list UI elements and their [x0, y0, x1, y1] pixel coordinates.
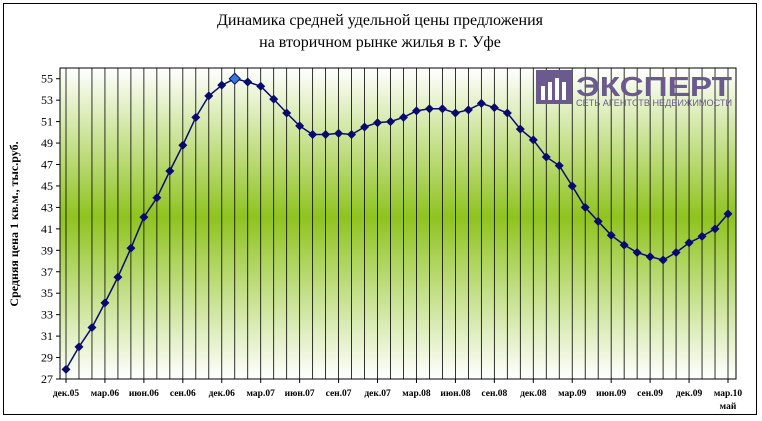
logo-name: ЭКСПЕРТ: [576, 71, 732, 102]
data-point: [541, 152, 551, 162]
y-tick-label: 47: [41, 158, 53, 172]
data-point: [360, 122, 370, 132]
x-tick-label: дек.08: [520, 389, 547, 399]
chart-title-line-2: на вторичном рынке жилья в г. Уфе: [259, 34, 501, 51]
y-tick-label: 33: [41, 308, 53, 322]
data-point: [619, 240, 629, 250]
data-point: [398, 112, 408, 122]
data-point: [308, 129, 318, 139]
data-point: [269, 94, 279, 104]
data-point: [347, 129, 357, 139]
data-point: [178, 140, 188, 150]
data-point: [580, 202, 590, 212]
data-point: [256, 81, 266, 91]
data-point: [126, 243, 136, 253]
logo-tagline: СЕТЬ АГЕНТСТВ НЕДВИЖИМОСТИ: [576, 98, 732, 109]
data-point: [100, 298, 110, 308]
expert-logo: ЭКСПЕРТ СЕТЬ АГЕНТСТВ НЕДВИЖИМОСТИ: [536, 70, 732, 109]
y-tick-label: 37: [41, 265, 53, 279]
x-tick-label: мар.08: [402, 389, 431, 399]
data-point: [450, 108, 460, 118]
x-tick-label-second-line: май: [720, 401, 737, 412]
data-point: [567, 181, 577, 191]
data-point: [334, 128, 344, 138]
data-point: [554, 161, 564, 171]
x-axis-ticks: дек.05 мар.06 июн.06 сен.06 дек.06 мар.07 июн.…: [53, 379, 743, 412]
data-point: [593, 216, 603, 226]
y-tick-label: 51: [41, 115, 53, 129]
data-point: [489, 103, 499, 113]
data-point: [373, 118, 383, 128]
x-tick-label: июн.09: [596, 389, 626, 399]
data-point: [87, 323, 97, 333]
x-tick-label: дек.07: [364, 389, 391, 399]
x-tick-label: июн.08: [440, 389, 470, 399]
data-point: [645, 252, 655, 262]
data-point: [710, 224, 720, 234]
y-tick-label: 53: [41, 93, 53, 107]
y-tick-label: 45: [41, 179, 53, 193]
x-tick-label: дек.09: [676, 389, 703, 399]
x-tick-label: сен.06: [170, 389, 196, 399]
data-point: [243, 77, 253, 87]
series-line: [65, 77, 729, 370]
x-tick-label: сен.07: [326, 389, 352, 399]
data-point: [204, 91, 214, 101]
y-tick-label: 49: [41, 136, 53, 150]
x-tick-label: дек.05: [53, 389, 80, 399]
data-point: [723, 209, 733, 219]
data-point: [697, 231, 707, 241]
data-point-highlighted: [228, 72, 241, 85]
data-point: [528, 135, 538, 145]
data-point: [502, 108, 512, 118]
data-point: [386, 117, 396, 127]
plot-area: [59, 67, 737, 380]
data-point: [658, 255, 668, 265]
y-tick-label: 29: [41, 351, 53, 365]
data-point: [191, 112, 201, 122]
chart-title-line-1: Динамика средней удельной цены предложен…: [217, 12, 544, 29]
y-tick-label: 31: [41, 329, 53, 343]
data-point: [282, 108, 292, 118]
data-point: [463, 105, 473, 115]
x-tick-label: мар.07: [247, 389, 276, 399]
data-point: [437, 104, 447, 114]
data-point: [606, 230, 616, 240]
data-point: [632, 247, 642, 257]
x-tick-label: июн.06: [129, 389, 159, 399]
y-tick-label: 43: [41, 200, 53, 214]
x-tick-label: июн.07: [285, 389, 315, 399]
x-tick-label: мар.06: [91, 389, 120, 399]
y-tick-label: 35: [41, 286, 53, 300]
y-tick-label: 41: [41, 222, 53, 236]
data-point: [424, 104, 434, 114]
x-tick-label: мар.09: [558, 389, 587, 399]
data-point: [152, 193, 162, 203]
data-point: [321, 129, 331, 139]
y-axis-ticks: 27 29 31 33 35 37 39 41 43 45 47 49 51 53 55: [41, 72, 60, 386]
series-layer: [61, 72, 733, 374]
y-tick-label: 27: [41, 372, 53, 386]
data-point: [684, 238, 694, 248]
data-point: [295, 121, 305, 131]
data-point: [217, 80, 227, 90]
x-tick-label: сен.08: [481, 389, 507, 399]
x-tick-label: мар.10: [714, 389, 743, 399]
data-point: [61, 364, 71, 374]
y-tick-label: 55: [41, 72, 53, 86]
data-point: [411, 106, 421, 116]
x-tick-label: сен.09: [637, 389, 663, 399]
data-point: [671, 247, 681, 257]
data-point: [113, 272, 123, 282]
data-point: [476, 98, 486, 108]
grid-lines: [65, 68, 729, 379]
y-tick-label: 39: [41, 243, 53, 257]
data-point: [74, 342, 84, 352]
x-tick-label: дек.06: [209, 389, 236, 399]
data-point: [165, 166, 175, 176]
data-point: [139, 212, 149, 222]
data-point: [515, 124, 525, 134]
y-axis-label: Средняя цена 1 кв.м., тыс.руб.: [7, 141, 21, 306]
